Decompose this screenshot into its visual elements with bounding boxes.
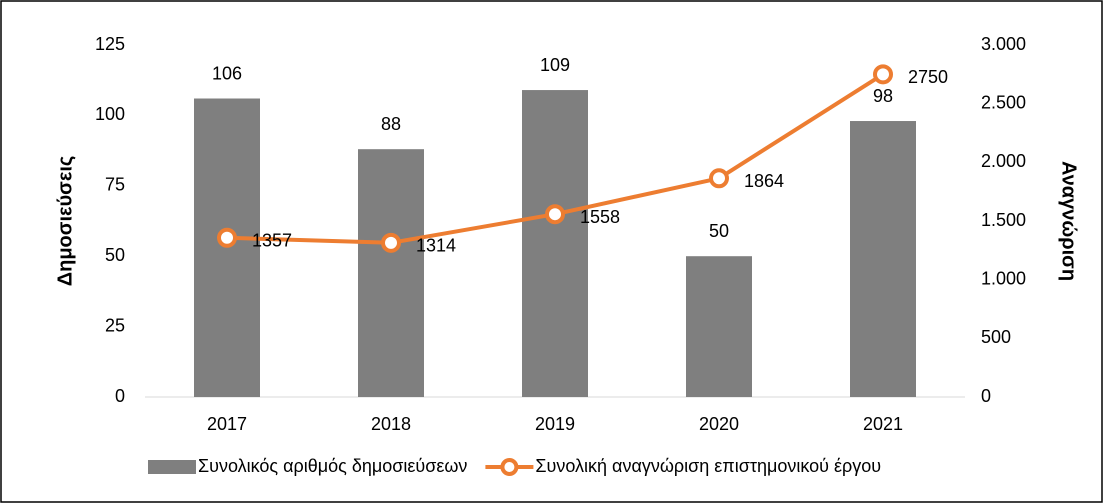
y2-tick-label: 1.000 — [981, 268, 1026, 288]
x-tick-label: 2017 — [207, 414, 247, 434]
bar — [522, 90, 588, 397]
y-tick-label: 0 — [115, 386, 125, 406]
line-marker — [873, 64, 893, 85]
bar — [686, 256, 752, 397]
line-value-label: 1357 — [252, 231, 292, 251]
legend-swatch — [148, 460, 196, 474]
x-tick-label: 2018 — [371, 414, 411, 434]
y2-tick-label: 3.000 — [981, 34, 1026, 54]
line-marker — [545, 204, 565, 225]
y2-tick-label: 0 — [981, 386, 991, 406]
bar-value-label: 98 — [873, 86, 893, 106]
line-value-label: 1314 — [416, 236, 456, 256]
legend-label: Συνολική αναγνώριση επιστημονικού έργου — [535, 456, 881, 476]
y-tick-label: 125 — [95, 34, 125, 54]
y2-tick-label: 2.000 — [981, 151, 1026, 171]
bar — [358, 149, 424, 397]
bar-value-label: 106 — [212, 63, 242, 83]
x-tick-label: 2020 — [699, 414, 739, 434]
y2-tick-label: 1.500 — [981, 210, 1026, 230]
y2-tick-label: 2.500 — [981, 92, 1026, 112]
legend-swatch-marker — [500, 458, 519, 476]
bar-value-label: 109 — [540, 55, 570, 75]
bar-value-label: 50 — [709, 221, 729, 241]
y2-axis-title: Αναγνώριση — [1058, 161, 1080, 281]
y-axis-title: Δημοσιεύσεις — [54, 156, 76, 287]
y-tick-label: 50 — [105, 245, 125, 265]
bar-value-label: 88 — [381, 114, 401, 134]
line-marker — [217, 227, 237, 248]
x-tick-label: 2021 — [863, 414, 903, 434]
y-tick-label: 25 — [105, 315, 125, 335]
x-tick-label: 2019 — [535, 414, 575, 434]
y-tick-label: 75 — [105, 175, 125, 195]
y2-tick-label: 500 — [981, 327, 1011, 347]
legend-label: Συνολικός αριθμός δημοσιεύσεων — [198, 456, 467, 476]
bar — [850, 121, 916, 398]
line-value-label: 1558 — [580, 207, 620, 227]
line-marker — [709, 168, 729, 189]
line-marker — [381, 232, 401, 253]
line-value-label: 2750 — [908, 67, 948, 87]
y-tick-label: 100 — [95, 104, 125, 124]
line-value-label: 1864 — [744, 171, 784, 191]
